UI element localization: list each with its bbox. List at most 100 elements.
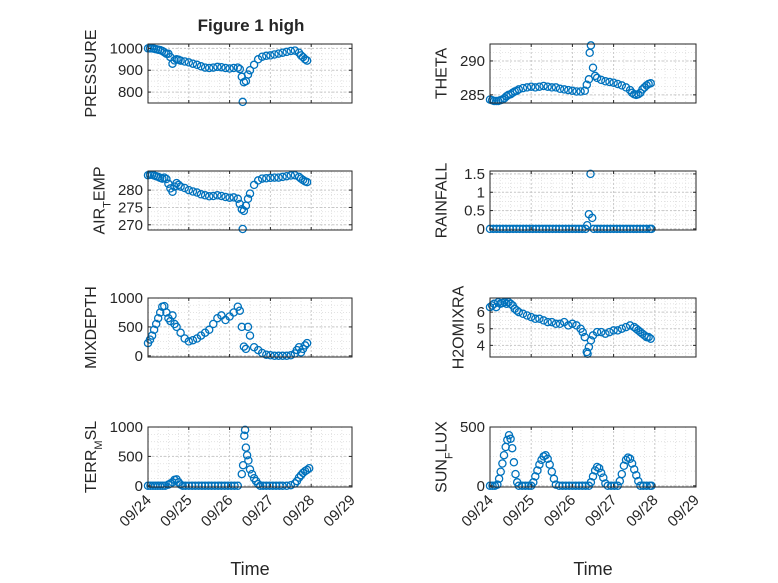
data-point-h2omixra — [543, 317, 552, 327]
x-tick-label: 09/24 — [458, 492, 497, 531]
data-point-mixdepth — [235, 306, 245, 315]
data-point-air_temp — [235, 199, 245, 209]
data-point-terr_msl — [230, 481, 239, 491]
data-point-pressure — [270, 50, 279, 59]
data-point-sun_flux — [629, 465, 639, 474]
data-point-pressure — [290, 46, 300, 55]
y-tick-label: 0 — [477, 221, 485, 238]
data-point-mixdepth — [209, 319, 218, 329]
data-point-sun_flux — [509, 458, 519, 467]
data-point-pressure — [243, 70, 253, 79]
data-point-h2omixra — [493, 297, 503, 307]
data-point-h2omixra — [596, 327, 606, 337]
axis-box — [489, 170, 697, 231]
data-point-sun_flux — [596, 468, 606, 478]
data-point-air_temp — [243, 194, 253, 204]
data-point-terr_msl — [238, 460, 248, 470]
data-point-terr_msl — [247, 469, 257, 479]
y-tick-label: 0.5 — [464, 203, 485, 220]
data-point-h2omixra — [514, 307, 524, 317]
y-tick-label: 0 — [135, 478, 143, 495]
data-point-air_temp — [229, 193, 238, 202]
data-point-h2omixra — [578, 327, 587, 337]
data-point-air_temp — [180, 183, 189, 193]
x-tick-label: 09/27 — [239, 492, 278, 531]
data-point-sun_flux — [506, 434, 515, 444]
data-point-air_temp — [204, 192, 214, 201]
data-point-mixdepth — [184, 337, 194, 346]
data-point-h2omixra — [526, 312, 536, 322]
data-point-h2omixra — [518, 309, 528, 319]
data-point-terr_msl — [278, 481, 287, 491]
data-point-sun_flux — [531, 472, 540, 481]
x-tick-label: 09/29 — [664, 492, 703, 531]
panel-sun_flux: 0 500 09/24 09/25 09/26 09/27 09/28 09/29 SUNFLU… — [434, 419, 703, 579]
data-point-pressure — [238, 97, 247, 107]
data-point-h2omixra — [531, 314, 540, 324]
data-point-mixdepth — [241, 344, 251, 354]
data-point-theta — [613, 79, 622, 89]
data-point-theta — [592, 73, 602, 83]
data-point-air_temp — [213, 191, 222, 200]
x-tick-label: 09/24 — [116, 492, 155, 531]
x-tick-label: 09/28 — [623, 492, 662, 531]
data-point-terr_msl — [253, 479, 263, 489]
data-point-theta — [559, 85, 569, 94]
data-point-terr_msl — [271, 481, 281, 491]
data-point-terr_msl — [210, 481, 220, 491]
data-point-theta — [564, 85, 573, 95]
data-point-mixdepth — [188, 335, 198, 345]
data-point-theta — [584, 75, 594, 84]
data-point-sun_flux — [632, 470, 641, 480]
data-point-sun_flux — [499, 450, 509, 460]
data-point-sun_flux — [496, 467, 505, 476]
data-point-theta — [531, 83, 540, 92]
data-point-h2omixra — [506, 299, 515, 309]
data-point-terr_msl — [245, 465, 255, 474]
data-point-mixdepth — [233, 302, 243, 311]
data-point-sun_flux — [507, 443, 517, 453]
data-point-air_temp — [184, 185, 194, 195]
y-axis-label: THETA — [434, 48, 451, 100]
data-point-theta — [582, 80, 592, 89]
data-point-sun_flux — [627, 459, 637, 468]
data-point-terr_msl — [223, 481, 233, 491]
data-point-air_temp — [188, 187, 198, 196]
data-point-sun_flux — [529, 478, 538, 487]
data-point-sun_flux — [488, 481, 497, 491]
data-point-terr_msl — [265, 481, 274, 491]
data-point-theta — [539, 81, 548, 91]
data-point-mixdepth — [155, 308, 165, 317]
y-tick-label: 1000 — [110, 40, 143, 57]
data-point-air_temp — [221, 192, 230, 202]
data-point-sun_flux — [613, 481, 622, 491]
data-point-sun_flux — [521, 481, 530, 491]
data-point-h2omixra — [568, 319, 577, 329]
data-point-sun_flux — [610, 481, 619, 491]
x-tick-label: 09/25 — [157, 492, 196, 531]
data-point-terr_msl — [213, 481, 223, 491]
data-point-mixdepth — [274, 351, 283, 361]
data-point-pressure — [192, 60, 202, 70]
data-point-h2omixra — [613, 326, 622, 335]
data-point-theta — [586, 41, 596, 50]
data-point-terr_msl — [194, 481, 203, 491]
data-point-terr_msl — [304, 463, 314, 473]
data-point-air_temp — [298, 175, 308, 185]
data-point-sun_flux — [498, 459, 507, 468]
data-point-air_temp — [217, 191, 226, 201]
y-tick-label: 280 — [118, 182, 143, 199]
data-point-theta — [514, 85, 524, 94]
data-point-mixdepth — [237, 322, 247, 332]
plot-area — [490, 298, 696, 357]
data-point-theta — [535, 82, 544, 91]
data-point-theta — [634, 89, 643, 99]
data-point-terr_msl — [302, 465, 312, 475]
axis-box — [147, 43, 353, 104]
data-point-pressure — [184, 58, 194, 67]
data-point-mixdepth — [278, 351, 287, 361]
data-point-terr_msl — [178, 481, 187, 491]
data-point-air_temp — [233, 194, 243, 204]
data-point-mixdepth — [266, 351, 275, 360]
